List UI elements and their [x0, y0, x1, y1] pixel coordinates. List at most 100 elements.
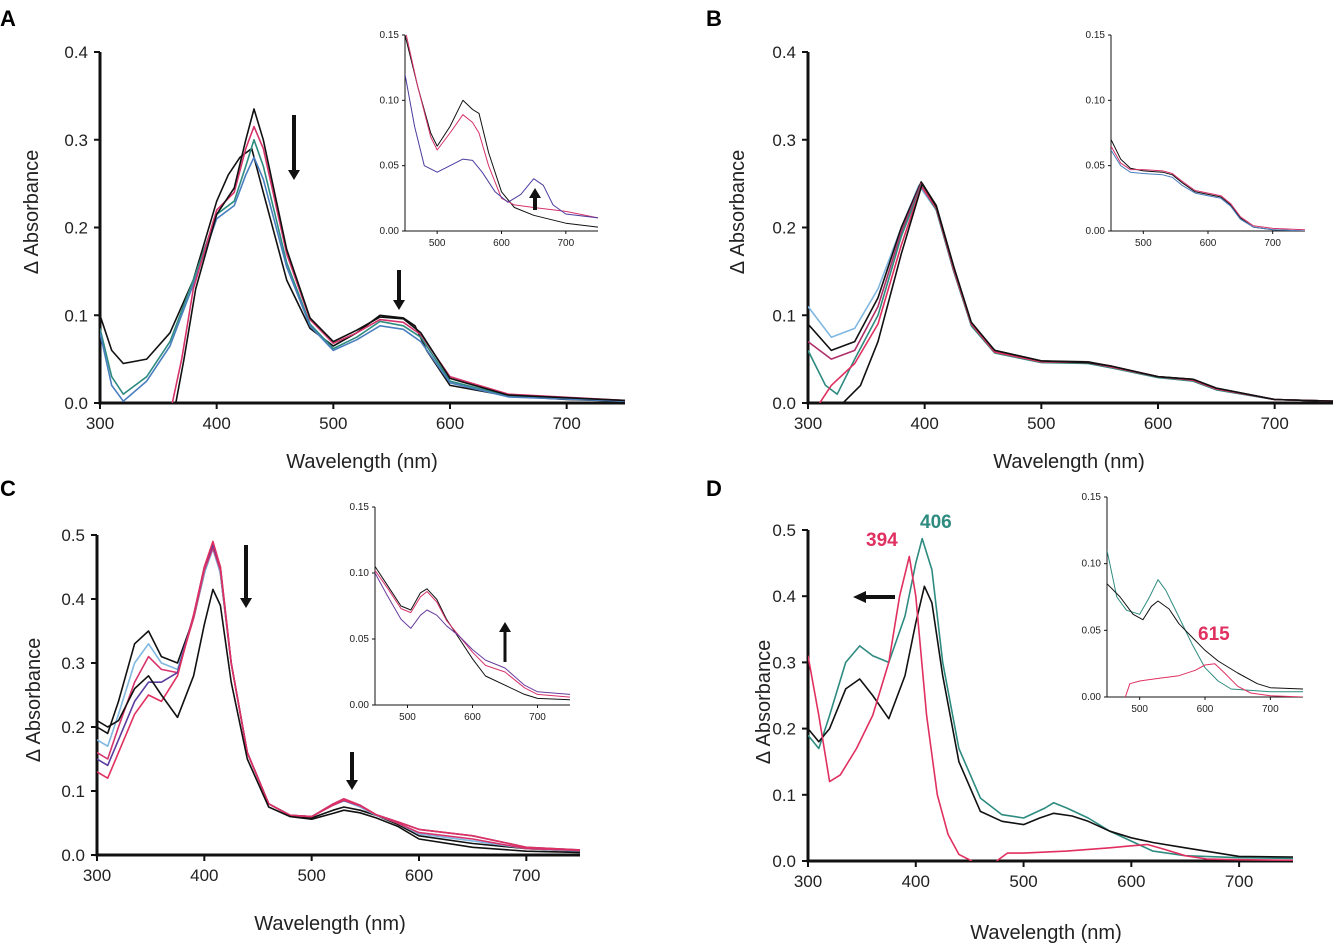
panel-C-inset-xtick-label: 600	[464, 712, 481, 723]
panel-A-arrow-down-soret-icon	[288, 170, 300, 180]
panel-C-series-magenta	[97, 547, 581, 852]
panel-A-ylabel: Δ Absorbance	[21, 150, 43, 275]
panel-D-ylabel: Δ Absorbance	[753, 640, 775, 765]
panel-B-inset-ytick-label: 0.05	[1086, 161, 1106, 172]
panel-D-series-magenta-tail	[996, 843, 1294, 861]
panel-C-inset-ytick-label: 0.10	[350, 568, 370, 579]
panel-D-inset: 500 600 700 0.00 0.05 0.10 0.15	[1082, 492, 1304, 715]
panel-D-xlabel: Wavelength (nm)	[970, 922, 1122, 944]
panel-A-xtick-label: 700	[552, 414, 580, 433]
panel-B-xtick-label: 500	[1027, 414, 1055, 433]
panel-B-ytick-label: 0.4	[772, 43, 796, 62]
panel-A-xlabel: Wavelength (nm)	[286, 451, 438, 473]
panel-B-inset-series-group	[1111, 139, 1306, 231]
panel-B-ytick-label: 0.2	[772, 219, 796, 238]
panel-A-inset-series-group	[405, 34, 599, 228]
panel-A-ytick-label: 0.0	[64, 394, 88, 413]
panel-A-xtick-label: 400	[202, 414, 230, 433]
panel-A-xtick-label: 300	[86, 414, 114, 433]
panel-B-xtick-label: 700	[1260, 414, 1288, 433]
panel-D: D Wavelength (nm) Δ Absorbance 300 400 500…	[706, 476, 1304, 944]
panel-C-ytick-label: 0.3	[61, 654, 85, 673]
panel-B-inset-ytick-label: 0.10	[1086, 95, 1106, 106]
panel-D-inset-series-black	[1107, 583, 1304, 690]
panel-D-series-magenta	[808, 555, 973, 861]
panel-A-series-teal	[100, 139, 626, 402]
panel-A-inset-ytick-label: 0.05	[380, 161, 400, 172]
panel-D-label: D	[706, 476, 722, 501]
panel-C-series-group	[97, 540, 581, 854]
panel-D-inset-ytick-label: 0.10	[1082, 559, 1102, 570]
panel-A-inset-xtick-label: 500	[429, 238, 446, 249]
panel-D-xtick-label: 600	[1117, 872, 1145, 891]
panel-B-main-axes: 300 400 500 600 700 0.0 0.1 0.2 0.3 0.4	[772, 43, 1334, 433]
panel-B-series-red	[819, 185, 1334, 403]
panel-A-ytick-label: 0.1	[64, 306, 88, 325]
panel-A-inset-series-purple	[405, 74, 599, 219]
panel-B-xtick-label: 400	[910, 414, 938, 433]
panel-B-series-black-b	[842, 182, 1334, 403]
panel-C-arrow-down-q-icon	[346, 780, 358, 790]
panel-A-xtick-label: 600	[436, 414, 464, 433]
panel-C-inset-xtick-label: 500	[399, 712, 416, 723]
panel-D-ytick-label: 0.0	[772, 852, 796, 871]
panel-A-inset-series-magenta	[405, 34, 599, 219]
panel-D-inset-series-magenta	[1124, 663, 1304, 697]
panel-D-series-teal	[808, 537, 1294, 860]
panel-D-ytick-label: 0.5	[772, 521, 796, 540]
panel-B-series-group	[808, 181, 1334, 403]
panel-B-inset-series-blue	[1111, 149, 1306, 231]
panel-C-inset-ytick-label: 0.15	[350, 502, 370, 513]
panel-C-series-black-top	[97, 543, 581, 852]
panel-D-arrow-left-icon	[853, 591, 866, 603]
panel-A-series-blue	[100, 156, 626, 402]
annotation-394: 394	[866, 530, 898, 551]
panel-D-inset-series-group	[1107, 550, 1304, 697]
panel-C-arrow-down-soret-icon	[240, 598, 252, 608]
panel-B-ytick-label: 0.3	[772, 131, 796, 150]
panel-C-series-red-low	[97, 540, 581, 851]
panel-C-ylabel: Δ Absorbance	[23, 638, 45, 763]
panel-C-main-axes: 300 400 500 600 700 0.0 0.1 0.2 0.3 0.4 0.5	[61, 526, 581, 885]
panel-D-xtick-label: 300	[794, 872, 822, 891]
panel-D-series-group	[808, 537, 1294, 861]
panel-C-inset-series-group	[375, 566, 571, 701]
panel-C-series-black-low	[97, 588, 581, 854]
annotation-406: 406	[920, 512, 952, 533]
panel-A-arrow-down-q-icon	[393, 300, 405, 310]
panel-C-inset-ytick-label: 0.00	[350, 700, 370, 711]
panel-B-label: B	[706, 6, 722, 31]
panel-C-xtick-label: 300	[83, 866, 111, 885]
panel-C-ytick-label: 0.0	[61, 846, 85, 865]
panel-C-xtick-label: 700	[512, 866, 540, 885]
panel-D-ytick-label: 0.1	[772, 786, 796, 805]
panel-B-xtick-label: 600	[1144, 414, 1172, 433]
panel-B-inset-ytick-label: 0.15	[1086, 30, 1106, 41]
panel-C-inset-series-black	[375, 566, 571, 701]
panel-D-main-axes: 300 400 500 600 700 0.0 0.1 0.2 0.3 0.4 0.5	[772, 521, 1294, 891]
panel-B-inset-ytick-label: 0.00	[1086, 226, 1106, 237]
panel-B-inset-series-magenta	[1111, 145, 1306, 231]
panel-B-series-teal	[808, 184, 1334, 402]
panel-D-xtick-label: 700	[1225, 872, 1253, 891]
panel-D-inset-ytick-label: 0.00	[1082, 692, 1102, 703]
panel-C-series-lightblue	[97, 548, 581, 852]
panel-A-inset-ytick-label: 0.15	[380, 30, 400, 41]
panel-D-ytick-label: 0.4	[772, 587, 796, 606]
panel-D-ytick-label: 0.3	[772, 653, 796, 672]
panel-B-inset-xtick-label: 600	[1200, 238, 1217, 249]
panel-C-xtick-label: 500	[297, 866, 325, 885]
panel-A-xtick-label: 500	[319, 414, 347, 433]
panel-C-xlabel: Wavelength (nm)	[254, 913, 406, 935]
panel-B-ytick-label: 0.0	[772, 394, 796, 413]
panel-A-ytick-label: 0.2	[64, 219, 88, 238]
panel-D-xtick-label: 400	[902, 872, 930, 891]
panel-A-ytick-label: 0.3	[64, 131, 88, 150]
panel-D-series-black	[808, 585, 1294, 858]
panel-B-xtick-label: 300	[794, 414, 822, 433]
panel-D-inset-series-teal	[1107, 550, 1303, 693]
panel-B: B Wavelength (nm) Δ Absorbance 300 400 500…	[706, 6, 1334, 473]
panel-C-ytick-label: 0.4	[61, 590, 85, 609]
panel-A-inset-ytick-label: 0.10	[380, 95, 400, 106]
